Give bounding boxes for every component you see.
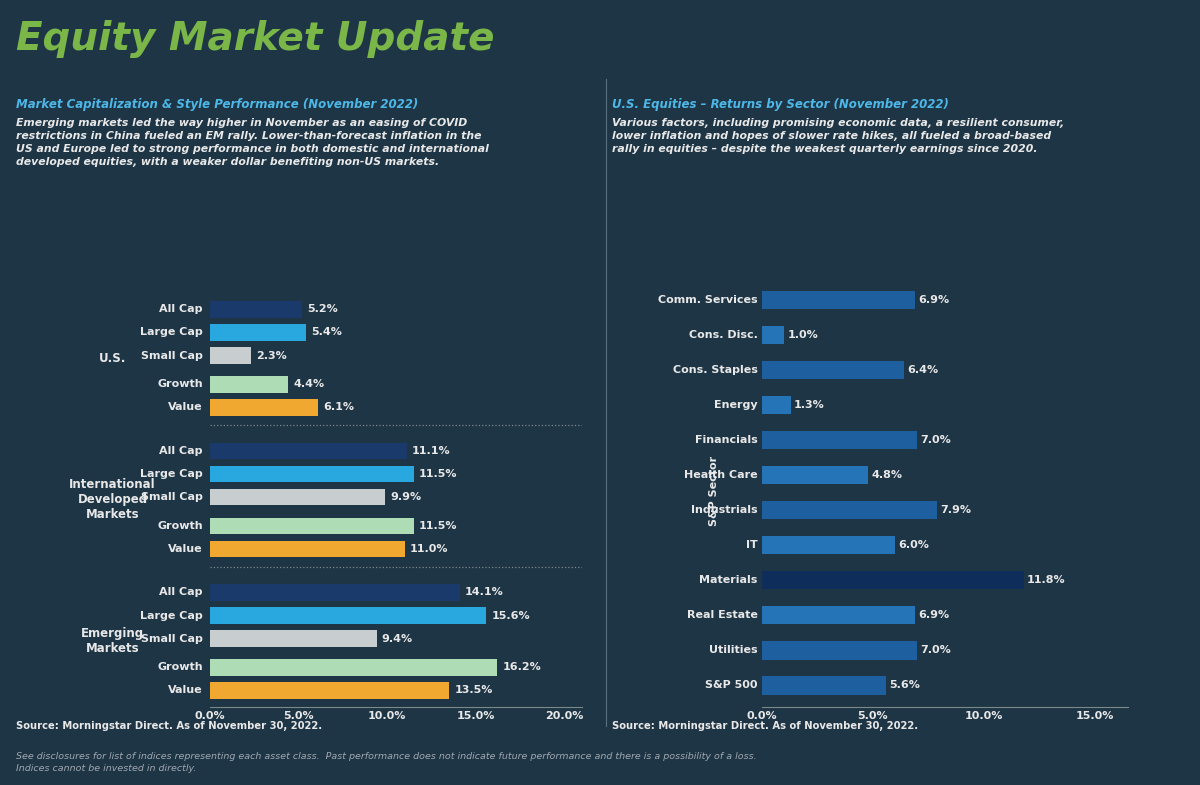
Text: 6.9%: 6.9% <box>918 610 949 620</box>
Text: Value: Value <box>168 544 203 554</box>
Text: 5.6%: 5.6% <box>889 681 920 691</box>
Bar <box>762 326 784 344</box>
Bar <box>210 376 288 392</box>
Text: All Cap: All Cap <box>160 305 203 315</box>
Text: 5.2%: 5.2% <box>307 305 338 315</box>
Text: S&P 500: S&P 500 <box>706 681 757 691</box>
Bar <box>762 431 917 449</box>
Text: Market Capitalization & Style Performance (November 2022): Market Capitalization & Style Performanc… <box>16 98 418 111</box>
Bar <box>762 641 917 659</box>
Text: Growth: Growth <box>157 379 203 389</box>
Text: Equity Market Update: Equity Market Update <box>16 20 494 57</box>
Text: Large Cap: Large Cap <box>140 611 203 621</box>
Bar <box>210 541 404 557</box>
Text: 7.0%: 7.0% <box>920 645 952 655</box>
Text: 2.3%: 2.3% <box>256 351 287 360</box>
Text: 11.5%: 11.5% <box>419 469 457 479</box>
Text: Utilities: Utilities <box>709 645 757 655</box>
Text: 4.4%: 4.4% <box>293 379 324 389</box>
Bar <box>210 301 302 318</box>
Bar <box>210 682 449 699</box>
Text: Real Estate: Real Estate <box>686 610 757 620</box>
Bar <box>210 466 414 482</box>
Text: Large Cap: Large Cap <box>140 327 203 338</box>
Text: 4.8%: 4.8% <box>871 470 902 480</box>
Bar <box>762 396 791 414</box>
Text: U.S. Equities – Returns by Sector (November 2022): U.S. Equities – Returns by Sector (Novem… <box>612 98 949 111</box>
Text: Large Cap: Large Cap <box>140 469 203 479</box>
Text: 11.8%: 11.8% <box>1027 575 1066 586</box>
Text: 11.0%: 11.0% <box>410 544 449 554</box>
Text: 1.0%: 1.0% <box>787 330 818 340</box>
Text: Various factors, including promising economic data, a resilient consumer,
lower : Various factors, including promising eco… <box>612 118 1064 154</box>
Bar <box>210 584 460 601</box>
Text: 5.4%: 5.4% <box>311 327 342 338</box>
Text: Materials: Materials <box>700 575 757 586</box>
Bar <box>762 677 887 695</box>
Text: Emerging
Markets: Emerging Markets <box>82 627 144 655</box>
Text: 6.4%: 6.4% <box>907 365 938 375</box>
Text: 13.5%: 13.5% <box>455 685 493 696</box>
Text: 6.9%: 6.9% <box>918 294 949 305</box>
Text: 7.9%: 7.9% <box>941 505 972 515</box>
Bar <box>762 466 869 484</box>
Bar <box>210 489 385 506</box>
Text: All Cap: All Cap <box>160 587 203 597</box>
Bar <box>210 443 407 459</box>
Text: Health Care: Health Care <box>684 470 757 480</box>
Text: 1.3%: 1.3% <box>794 400 824 410</box>
Text: U.S.: U.S. <box>98 352 126 365</box>
Text: Cons. Disc.: Cons. Disc. <box>689 330 757 340</box>
Text: 6.1%: 6.1% <box>323 403 354 412</box>
Bar <box>762 361 904 379</box>
Bar <box>210 399 318 416</box>
Text: Small Cap: Small Cap <box>142 633 203 644</box>
Text: Financials: Financials <box>695 435 757 445</box>
Text: Small Cap: Small Cap <box>142 492 203 502</box>
Text: See disclosures for list of indices representing each asset class.  Past perform: See disclosures for list of indices repr… <box>16 752 756 772</box>
Bar <box>762 501 937 519</box>
Bar <box>210 347 251 364</box>
Text: Growth: Growth <box>157 521 203 531</box>
Bar <box>762 606 916 624</box>
Text: 11.5%: 11.5% <box>419 521 457 531</box>
Text: 16.2%: 16.2% <box>503 663 541 673</box>
Text: Emerging markets led the way higher in November as an easing of COVID
restrictio: Emerging markets led the way higher in N… <box>16 118 488 167</box>
Text: Source: Morningstar Direct. As of November 30, 2022.: Source: Morningstar Direct. As of Novemb… <box>612 721 918 731</box>
Text: Comm. Services: Comm. Services <box>658 294 757 305</box>
Text: All Cap: All Cap <box>160 446 203 456</box>
Text: 9.4%: 9.4% <box>382 633 413 644</box>
Text: 14.1%: 14.1% <box>466 587 504 597</box>
Text: Small Cap: Small Cap <box>142 351 203 360</box>
Text: S&P Sector: S&P Sector <box>709 455 719 526</box>
Text: IT: IT <box>746 540 757 550</box>
Text: Value: Value <box>168 403 203 412</box>
Bar <box>210 517 414 535</box>
Bar <box>210 630 377 647</box>
Bar <box>762 571 1024 590</box>
Text: Industrials: Industrials <box>691 505 757 515</box>
Text: 6.0%: 6.0% <box>899 540 929 550</box>
Bar <box>210 659 497 676</box>
Text: 11.1%: 11.1% <box>412 446 450 456</box>
Text: 9.9%: 9.9% <box>391 492 422 502</box>
Text: Source: Morningstar Direct. As of November 30, 2022.: Source: Morningstar Direct. As of Novemb… <box>16 721 322 731</box>
Text: International
Developed
Markets: International Developed Markets <box>70 478 156 521</box>
Bar <box>762 290 916 309</box>
Text: Energy: Energy <box>714 400 757 410</box>
Bar <box>210 324 306 341</box>
Text: Value: Value <box>168 685 203 696</box>
Bar <box>762 536 895 554</box>
Bar <box>210 608 486 624</box>
Text: Growth: Growth <box>157 663 203 673</box>
Text: 15.6%: 15.6% <box>492 611 530 621</box>
Text: 7.0%: 7.0% <box>920 435 952 445</box>
Text: Cons. Staples: Cons. Staples <box>673 365 757 375</box>
